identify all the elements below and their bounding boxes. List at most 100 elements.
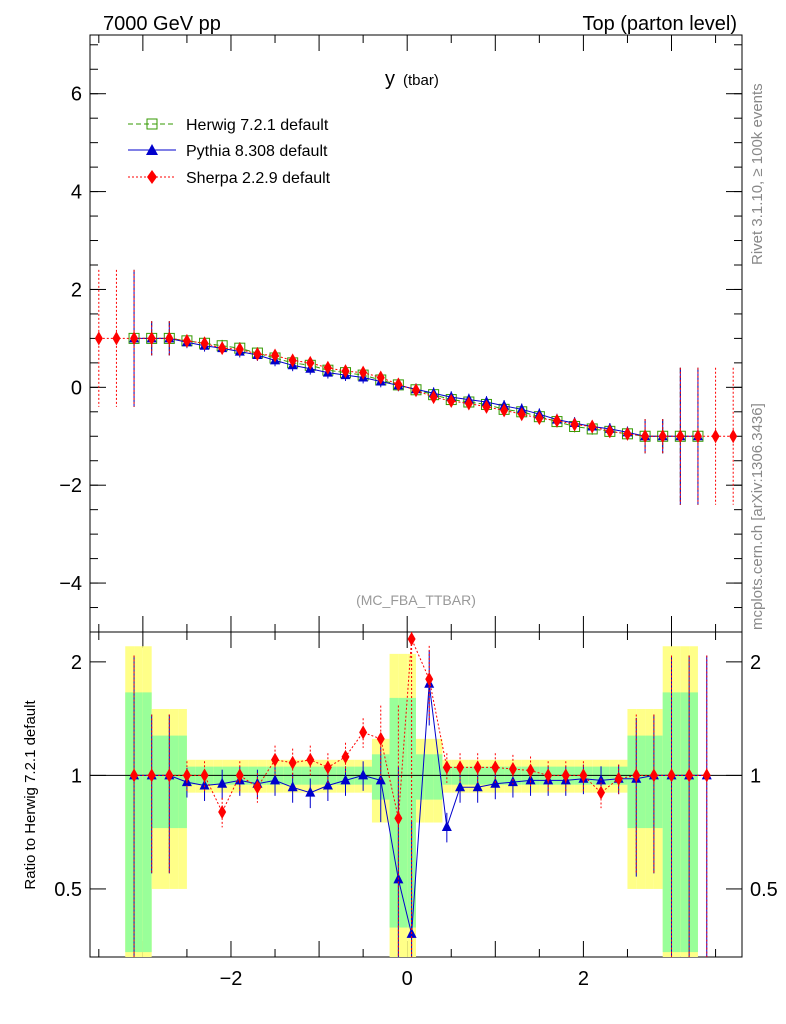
ratio-band-inner — [689, 692, 698, 953]
header-left-title: 7000 GeV pp — [103, 13, 221, 35]
sherpa-ratio-point — [218, 804, 227, 819]
ratio-band-inner — [389, 697, 399, 928]
sherpa-ratio-point — [288, 755, 297, 770]
sherpa-point — [711, 429, 720, 444]
sherpa-ratio-point — [614, 771, 623, 786]
main-ytick-label: −2 — [59, 475, 82, 497]
sherpa-ratio-point — [306, 752, 315, 767]
pythia-ratio-point — [322, 779, 333, 790]
ratio-band-inner — [151, 735, 161, 829]
sherpa-point — [412, 383, 420, 398]
rivet-label: Rivet 3.1.10, ≥ 100k events — [749, 83, 766, 265]
sherpa-point — [464, 396, 473, 411]
pythia-ratio-point — [270, 774, 281, 785]
sherpa-point — [482, 399, 491, 414]
sherpa-ratio-point — [323, 760, 332, 775]
sherpa-ratio-point — [253, 780, 262, 795]
sherpa-ratio-point — [508, 761, 517, 776]
sherpa-point — [165, 331, 174, 346]
sherpa-point — [218, 341, 227, 356]
sherpa-ratio-point — [394, 811, 403, 826]
sherpa-ratio-point — [425, 672, 434, 687]
sherpa-point — [605, 424, 614, 439]
sherpa-point — [552, 413, 561, 428]
plot-title: y — [385, 68, 395, 90]
mcplots-label: mcplots.cern.ch [arXiv:1306.3436] — [749, 403, 766, 630]
sherpa-ratio-point — [526, 763, 535, 778]
sherpa-ratio-point — [491, 760, 500, 775]
sherpa-ratio-point — [579, 768, 588, 783]
sherpa-point — [235, 342, 244, 357]
sherpa-point — [359, 365, 368, 380]
ratio-ytick-label: 0.5 — [54, 879, 82, 901]
sherpa-point — [429, 390, 438, 405]
sherpa-point — [271, 348, 280, 363]
sherpa-ratio-point — [702, 768, 711, 783]
legend-pythia-marker — [146, 144, 158, 155]
ratio-ytick-label: 1 — [71, 765, 82, 787]
ratio-band-inner — [671, 692, 681, 953]
sherpa-ratio-point — [561, 768, 570, 783]
sherpa-point — [341, 364, 350, 379]
sherpa-ratio-point — [200, 768, 209, 783]
ratio-ylabel: Ratio to Herwig 7.2.1 default — [22, 700, 39, 890]
sherpa-ratio-point — [456, 760, 465, 775]
sherpa-ratio-point — [376, 731, 385, 746]
sherpa-point — [112, 331, 121, 346]
main-ytick-label: 2 — [71, 279, 82, 301]
ratio-band-inner — [134, 692, 143, 953]
sherpa-ratio-point — [165, 768, 174, 783]
main-ytick-label: 0 — [71, 377, 82, 399]
pythia-ratio-point — [441, 820, 452, 831]
sherpa-ratio-point — [341, 749, 350, 764]
sherpa-point — [729, 429, 738, 444]
ratio-ytick-label-right: 1 — [750, 765, 761, 787]
ratio-band-inner — [169, 735, 179, 829]
sherpa-ratio-point — [632, 768, 641, 783]
ratio-band-inner — [142, 692, 152, 953]
sherpa-ratio-point — [442, 760, 451, 775]
ratio-band-inner — [653, 735, 663, 829]
sherpa-point — [394, 377, 403, 392]
ratio-band-inner — [125, 692, 135, 953]
sherpa-point — [306, 355, 315, 370]
sherpa-point — [641, 429, 650, 444]
sherpa-point — [517, 407, 526, 422]
sherpa-point — [253, 347, 262, 362]
pythia-ratio-point — [340, 774, 351, 785]
ratio-panel: −2 0 2 0.5 0.5 1 1 2 2 — [54, 631, 778, 990]
pythia-ratio-point — [199, 779, 210, 790]
pythia-ratio-point — [358, 769, 369, 780]
sherpa-ratio-point — [147, 768, 156, 783]
pythia-ratio-point — [472, 781, 483, 792]
sherpa-ratio-point — [473, 760, 482, 775]
pythia-ratio-point — [525, 774, 536, 785]
sherpa-point — [94, 331, 103, 346]
ratio-band-inner — [398, 697, 408, 928]
ratio-band-inner — [416, 754, 425, 800]
legend-herwig-label: Herwig 7.2.1 default — [186, 117, 329, 134]
sherpa-ratio-point — [649, 768, 658, 783]
sherpa-ratio-point — [685, 768, 694, 783]
sherpa-point — [323, 360, 332, 375]
sherpa-point — [182, 333, 191, 348]
sherpa-point — [623, 426, 632, 441]
main-ytick-label: −4 — [59, 573, 82, 595]
sherpa-ratio-point — [667, 768, 676, 783]
sherpa-point — [288, 353, 297, 368]
sherpa-point — [130, 331, 139, 346]
legend-sherpa-marker — [147, 170, 157, 184]
sherpa-point — [376, 370, 385, 385]
sherpa-ratio-point — [407, 631, 416, 646]
sherpa-point — [535, 411, 544, 426]
pythia-ratio-point — [217, 777, 228, 788]
sherpa-ratio-point — [359, 725, 368, 740]
ratio-band-inner — [380, 754, 390, 800]
plot-title-sub: (tbar) — [403, 72, 439, 89]
legend-pythia-label: Pythia 8.308 default — [186, 143, 328, 160]
ratio-band-inner — [160, 735, 170, 829]
sherpa-point — [500, 403, 509, 418]
legend-sherpa-label: Sherpa 2.2.9 default — [186, 170, 331, 187]
analysis-tag: (MC_FBA_TTBAR) — [356, 592, 476, 608]
